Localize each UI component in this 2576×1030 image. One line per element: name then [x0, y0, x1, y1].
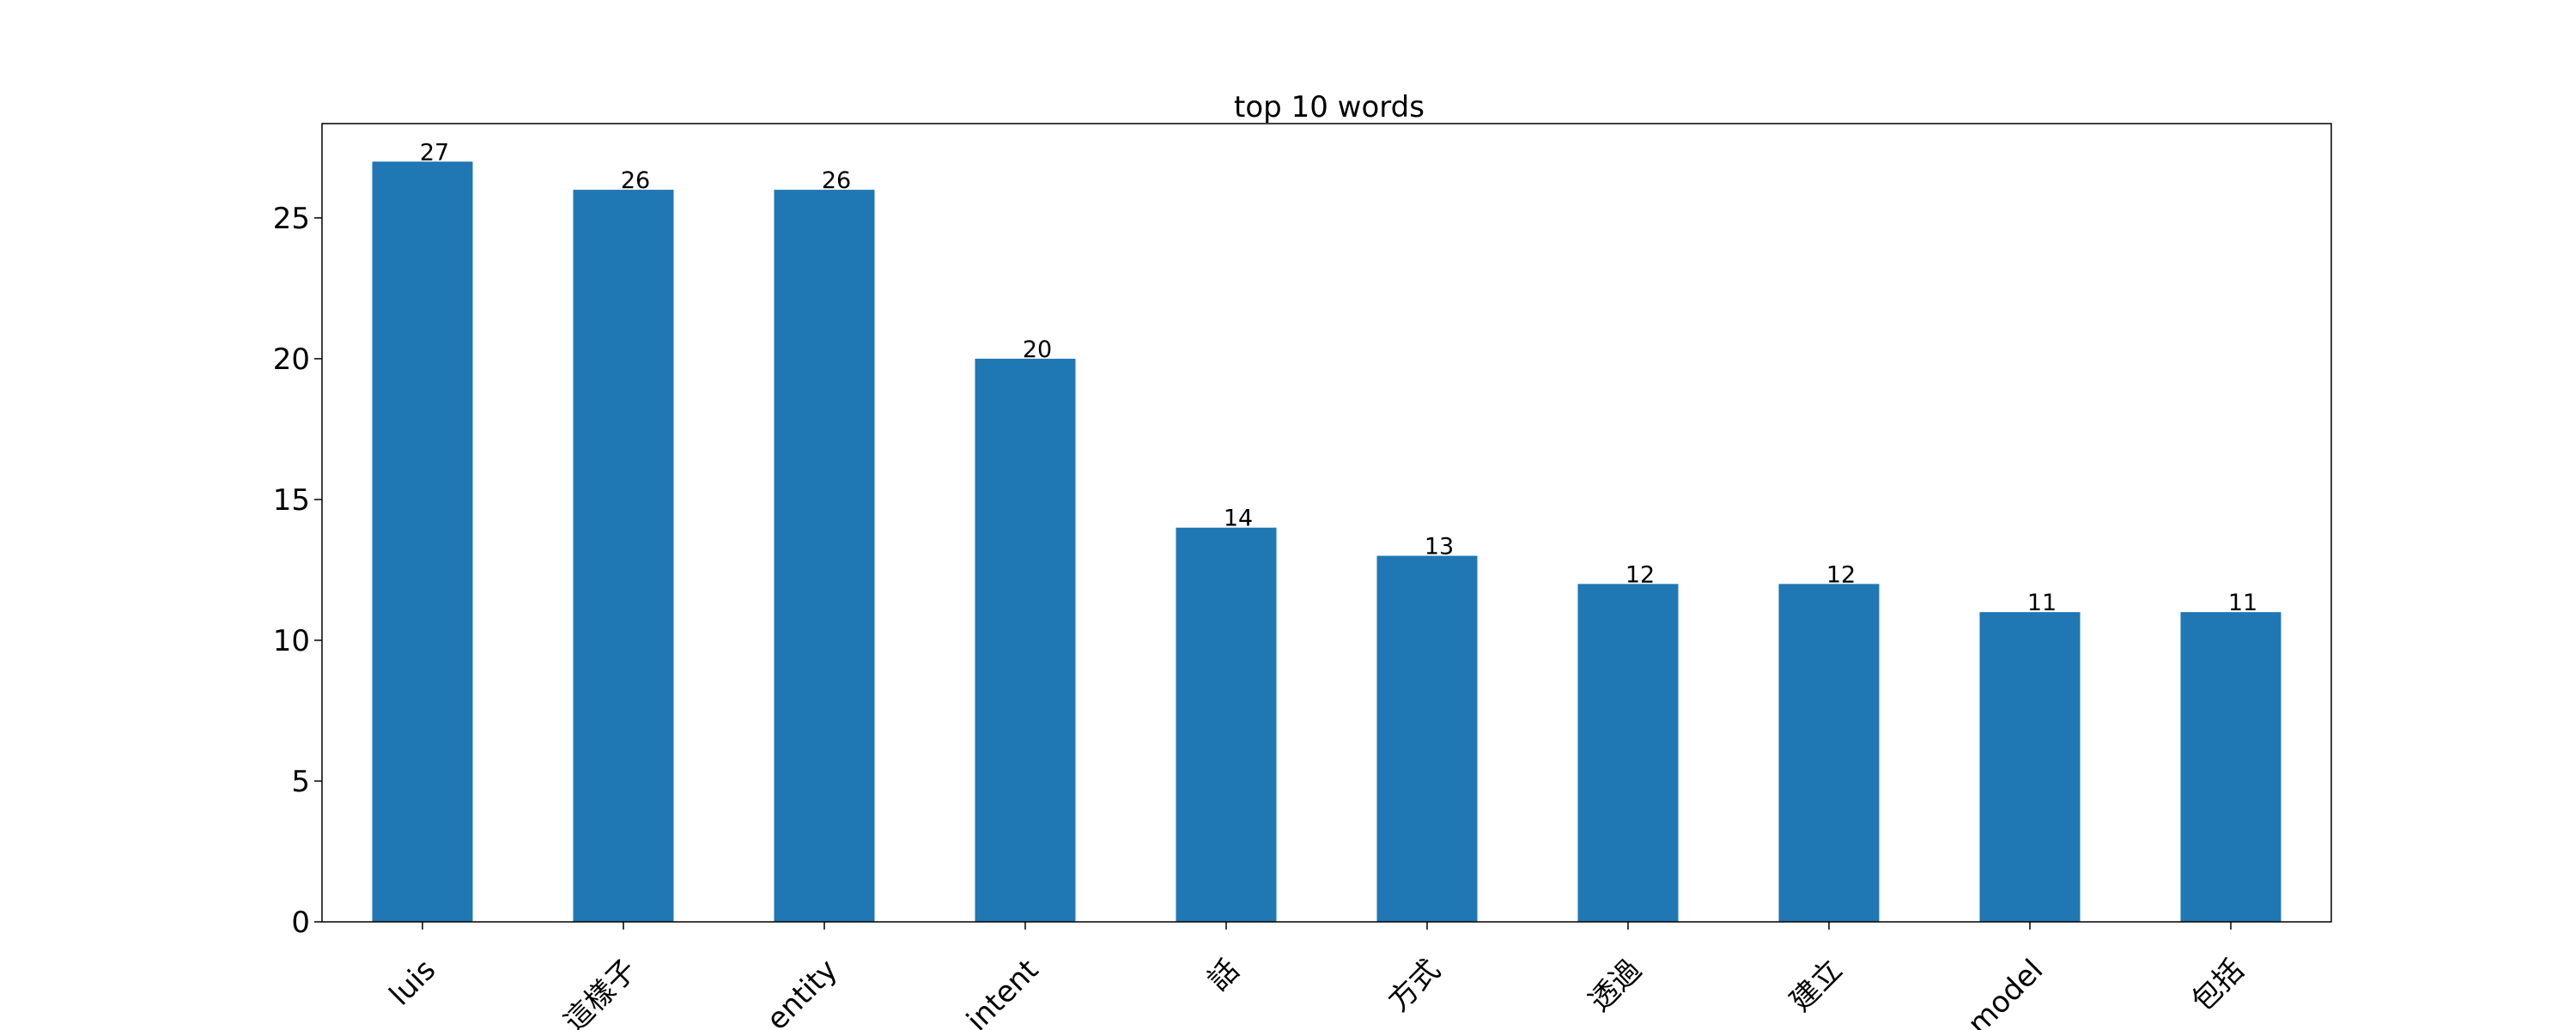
y-tick-label: 0 — [291, 906, 310, 940]
bar — [1176, 527, 1277, 922]
bar — [975, 358, 1076, 922]
data-label: 11 — [2228, 590, 2257, 616]
y-tick-label: 5 — [291, 765, 310, 799]
bar — [774, 190, 875, 923]
data-label: 26 — [822, 167, 851, 194]
plot-frame — [321, 123, 2332, 923]
y-tick-label: 15 — [273, 483, 310, 518]
data-label: 14 — [1224, 506, 1253, 532]
y-tick-label: 10 — [273, 624, 310, 658]
bar — [573, 190, 674, 923]
data-label: 12 — [1625, 561, 1655, 588]
chart-title: top 10 words — [1234, 90, 1425, 124]
y-tick-label: 20 — [273, 342, 310, 377]
data-label: 26 — [621, 167, 650, 194]
bar — [1376, 555, 1478, 922]
bar — [1979, 612, 2081, 922]
data-labels-layer: 27 26 26 20 14 13 12 12 11 11 — [420, 139, 2257, 616]
data-label: 12 — [1826, 561, 1856, 588]
data-label: 20 — [1023, 336, 1052, 363]
data-label: 27 — [420, 139, 449, 166]
bar — [2180, 612, 2281, 922]
y-tick-label: 25 — [273, 202, 310, 236]
data-label: 11 — [2027, 590, 2057, 616]
data-label: 13 — [1425, 534, 1454, 560]
y-axis: 0 5 10 15 20 25 — [273, 202, 322, 940]
bar — [1778, 584, 1880, 922]
bar — [372, 161, 473, 923]
bar — [1577, 584, 1679, 922]
bars-layer — [372, 161, 2281, 923]
